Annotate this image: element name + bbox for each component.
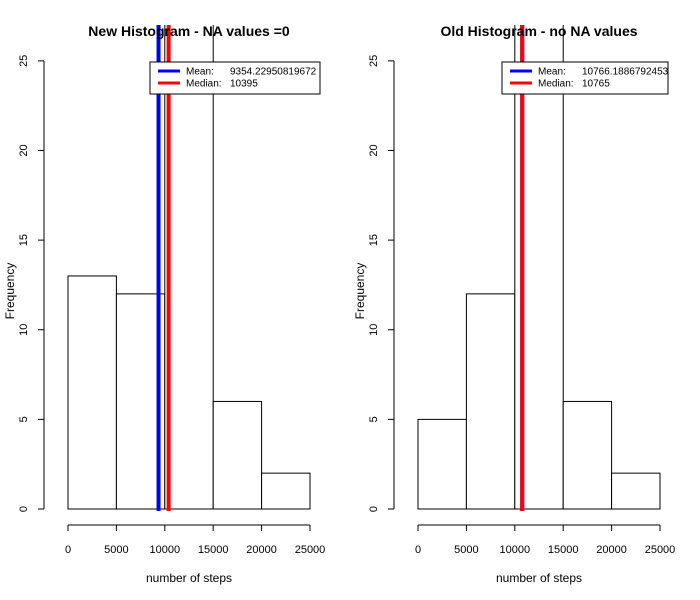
y-tick-label: 25 [18, 55, 30, 67]
histogram-panel-2: Old Histogram - no NA values 0 5000 10000 15… [353, 23, 676, 585]
legend-label: Median: [538, 79, 574, 90]
y-tick-label: 0 [18, 506, 30, 512]
x-tick-label: 25000 [645, 544, 676, 556]
x-axis: 0 5000 10000 15000 20000 25000 [65, 524, 326, 556]
x-tick-label: 20000 [596, 544, 627, 556]
x-tick-label: 0 [65, 544, 71, 556]
histogram-bar [261, 472, 311, 510]
chart-title: New Histogram - NA values =0 [88, 23, 290, 39]
x-tick-label: 5000 [454, 544, 478, 556]
x-tick-label: 15000 [198, 544, 229, 556]
legend-box [501, 61, 669, 95]
histogram-bar [417, 418, 467, 510]
y-axis: 0 5 10 15 20 25 [368, 55, 395, 512]
x-tick-label: 10000 [500, 544, 531, 556]
legend-box [149, 61, 321, 95]
y-tick-label: 15 [368, 234, 380, 246]
histogram-bar [562, 400, 613, 510]
legend-label: Mean: [538, 67, 566, 78]
y-tick-label: 10 [18, 324, 30, 336]
y-tick-label: 5 [368, 416, 380, 422]
legend-value: 10395 [230, 79, 258, 90]
x-axis-label: number of steps [496, 571, 582, 585]
plot-area [67, 25, 311, 511]
legend-label: Median: [186, 79, 222, 90]
x-axis: 0 5000 10000 15000 20000 25000 [415, 524, 676, 556]
legend-label: Mean: [186, 67, 214, 78]
y-axis-label: Frequency [3, 263, 17, 320]
legend-value: 9354.22950819672 [230, 67, 317, 78]
x-tick-label: 10000 [150, 544, 181, 556]
histogram-bar [611, 472, 661, 510]
x-tick-label: 0 [415, 544, 421, 556]
legend-value: 10765 [582, 79, 610, 90]
histogram-bar [212, 400, 263, 510]
x-tick-label: 5000 [104, 544, 128, 556]
y-axis-label: Frequency [353, 263, 367, 320]
x-tick-label: 20000 [246, 544, 277, 556]
y-tick-label: 5 [18, 416, 30, 422]
legend-value: 10766.1886792453 [582, 67, 669, 78]
legend: Mean: 10766.1886792453 Median: 10765 [501, 61, 669, 95]
legend: Mean: 9354.22950819672 Median: 10395 [149, 61, 321, 95]
y-tick-label: 15 [18, 234, 30, 246]
y-tick-label: 10 [368, 324, 380, 336]
histogram-bar [67, 275, 117, 510]
histogram-panel-1: New Histogram - NA values =0 0 5000 10000 15… [3, 23, 326, 585]
y-tick-label: 25 [368, 55, 380, 67]
chart-title: Old Histogram - no NA values [440, 23, 637, 39]
y-tick-label: 20 [368, 144, 380, 156]
plot-area [417, 25, 661, 511]
y-tick-label: 20 [18, 144, 30, 156]
x-axis-label: number of steps [146, 571, 232, 585]
y-tick-label: 0 [368, 506, 380, 512]
y-axis: 0 5 10 15 20 25 [18, 55, 45, 512]
x-tick-label: 25000 [295, 544, 326, 556]
x-tick-label: 15000 [548, 544, 579, 556]
histogram-bar [164, 25, 214, 510]
histogram-bar [465, 293, 516, 510]
